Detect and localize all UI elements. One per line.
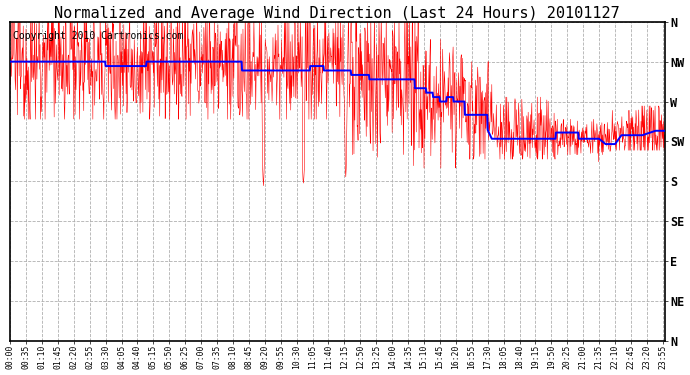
Title: Normalized and Average Wind Direction (Last 24 Hours) 20101127: Normalized and Average Wind Direction (L… bbox=[55, 6, 620, 21]
Text: Copyright 2010 Cartronics.com: Copyright 2010 Cartronics.com bbox=[13, 31, 184, 41]
